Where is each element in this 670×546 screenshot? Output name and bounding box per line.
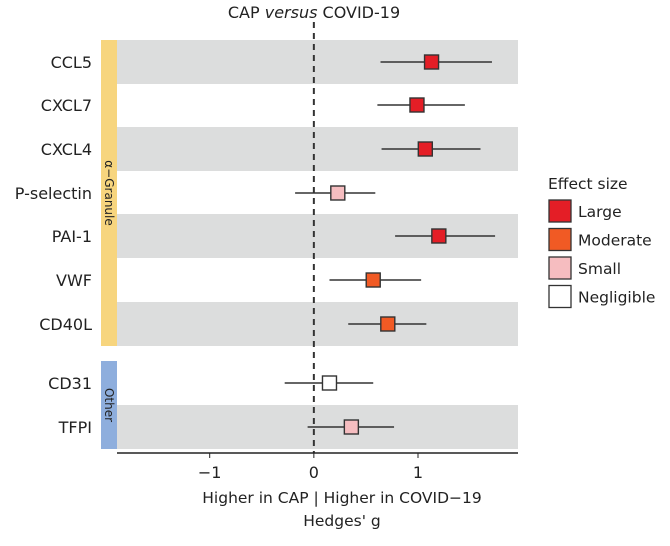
x-tick-label: −1 bbox=[198, 463, 222, 482]
row-label-cxcl4: CXCL4 bbox=[41, 140, 92, 159]
row-label-cxcl7: CXCL7 bbox=[41, 96, 92, 115]
row-label-vwf: VWF bbox=[56, 271, 92, 290]
row-label-tfpi: TFPI bbox=[58, 418, 92, 437]
point-estimate bbox=[321, 375, 338, 391]
point-estimate bbox=[431, 228, 447, 244]
point-estimate bbox=[365, 272, 381, 288]
legend-swatch-large bbox=[548, 199, 572, 223]
row-label-cd31: CD31 bbox=[48, 374, 92, 393]
row-stripe bbox=[117, 302, 518, 346]
row-label-pai-1: PAI-1 bbox=[52, 227, 92, 246]
chart-title: CAP versus COVID-19 bbox=[228, 3, 400, 22]
legend-swatch-negligible bbox=[548, 284, 572, 309]
row-label-p-selectin: P-selectin bbox=[15, 184, 92, 203]
x-tick-label: 1 bbox=[413, 463, 423, 482]
group-label: Other bbox=[102, 388, 116, 422]
point-estimate bbox=[343, 419, 360, 435]
legend-title: Effect size bbox=[548, 175, 628, 193]
legend-swatch-small bbox=[548, 256, 572, 280]
point-estimate bbox=[409, 97, 425, 113]
x-axis-label: Hedges' g bbox=[303, 512, 381, 530]
point-estimate bbox=[417, 141, 434, 157]
point-estimate bbox=[380, 316, 396, 332]
row-label-cd40l: CD40L bbox=[39, 315, 92, 334]
x-axis-label-direction: Higher in CAP | Higher in COVID−19 bbox=[202, 489, 481, 507]
legend-swatch-moderate bbox=[548, 227, 572, 252]
legend-label-large: Large bbox=[578, 203, 622, 221]
group-bar bbox=[101, 361, 117, 449]
legend-label-small: Small bbox=[578, 260, 621, 278]
point-estimate bbox=[423, 54, 440, 70]
row-label-ccl5: CCL5 bbox=[51, 53, 92, 72]
x-tick-label: 0 bbox=[309, 463, 319, 482]
group-label: α−Granule bbox=[102, 160, 116, 225]
point-estimate bbox=[330, 185, 346, 201]
legend-label-negligible: Negligible bbox=[578, 289, 655, 307]
group-bar bbox=[101, 40, 117, 346]
legend-label-moderate: Moderate bbox=[578, 232, 652, 250]
legend: Effect size Large Moderate Small Negligible bbox=[548, 175, 655, 309]
